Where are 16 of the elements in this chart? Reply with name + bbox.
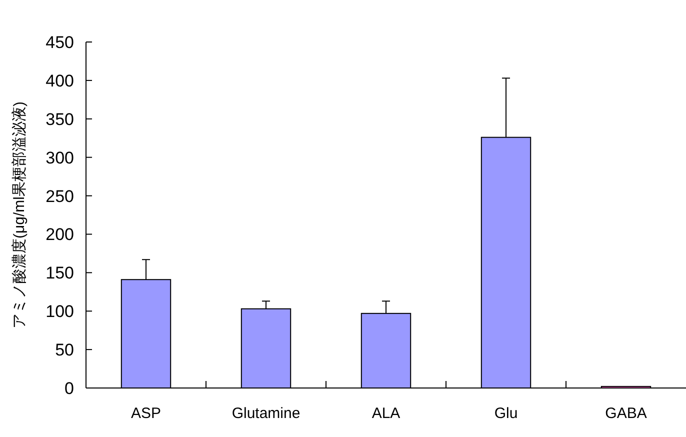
y-tick-label: 50	[55, 340, 74, 360]
y-tick-label: 400	[46, 71, 74, 90]
y-axis-title: アミノ酸濃度(μg/ml果梗部溢泌液)	[11, 102, 28, 328]
y-tick-label: 200	[46, 225, 74, 244]
y-tick-label: 100	[46, 302, 74, 322]
x-tick-label: ALA	[372, 405, 400, 422]
y-tick-label: 350	[46, 110, 74, 129]
y-tick-label: 450	[46, 33, 74, 52]
x-tick-label: Glu	[494, 405, 518, 422]
x-tick-label: Glutamine	[232, 405, 300, 422]
y-tick-label: 300	[46, 148, 74, 168]
y-tick-label: 250	[46, 186, 74, 206]
y-tick-label: 150	[46, 264, 74, 283]
y-tick-label: 0	[64, 379, 74, 398]
x-tick-label: ASP	[130, 405, 162, 422]
x-tick-label: GABA	[605, 405, 647, 422]
